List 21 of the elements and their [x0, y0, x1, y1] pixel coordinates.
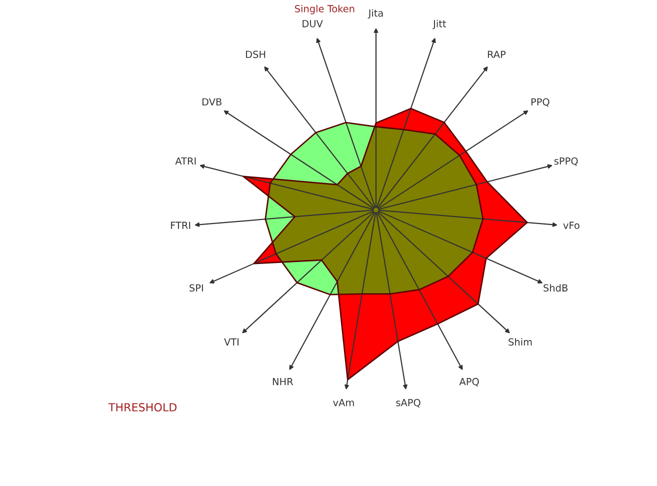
- spoke-label: vAm: [333, 399, 354, 406]
- spoke-label: RAP: [488, 50, 506, 58]
- spoke-label: PPQ: [531, 98, 550, 107]
- spoke-label: DSH: [246, 50, 266, 58]
- spoke-label: ATRI: [175, 157, 196, 165]
- spoke-label: FTRI: [171, 222, 190, 229]
- spoke-label: Jitt: [432, 20, 446, 30]
- spoke-label: DVB: [202, 98, 222, 106]
- spoke-label: Shim: [508, 338, 532, 346]
- spoke-label: ShdB: [544, 284, 568, 292]
- spoke-label: VTI: [224, 338, 238, 346]
- chart-title: Single Token: [295, 4, 354, 14]
- spoke-label: APQ: [459, 378, 479, 386]
- spoke-label: NHR: [272, 378, 294, 386]
- spoke-label: SPI: [190, 284, 203, 292]
- spoke-label: Jita: [368, 9, 383, 19]
- spoke-label: sPPQ: [554, 157, 578, 166]
- spoke-label: vFo: [563, 222, 580, 230]
- spoke-label: DUV: [302, 20, 323, 28]
- spoke-label: sAPQ: [396, 398, 420, 408]
- text: THRESHOLD: [108, 403, 177, 412]
